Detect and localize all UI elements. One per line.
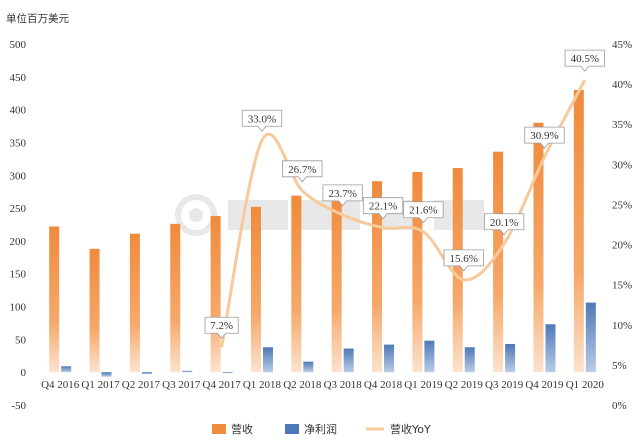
- svg-text:21.6%: 21.6%: [409, 205, 437, 217]
- legend-label-yoy: 营收YoY: [390, 422, 431, 436]
- revenue-bar: [493, 151, 504, 373]
- yoy-data-label: 15.6%: [443, 249, 484, 272]
- net-profit-bar: [464, 347, 475, 373]
- net-profit-bar: [101, 372, 112, 377]
- unit-label: 单位百万美元: [6, 12, 69, 25]
- left-tick-label: 50: [15, 334, 27, 346]
- revenue-bar: [331, 189, 342, 373]
- bar-series: [49, 89, 596, 377]
- legend-label-net-profit: 净利润: [304, 422, 337, 436]
- svg-text:26.7%: 26.7%: [288, 164, 316, 176]
- left-axis: -50 0 50 100 150 200 250 300 350 400 450 500: [10, 39, 27, 412]
- net-profit-bar: [343, 348, 354, 373]
- legend: 营收 净利润 营收YoY: [212, 422, 431, 436]
- right-tick-label: 20%: [612, 240, 632, 252]
- revenue-bar: [573, 89, 584, 373]
- revenue-bar: [452, 168, 463, 373]
- x-tick-label: Q4 2019: [525, 379, 564, 391]
- x-tick-label: Q1 2020: [566, 379, 605, 391]
- yoy-labels: 7.2% 33.0% 26.7% 23.7% 22.1% 21.6% 15.6% 20.1% 3…: [204, 49, 605, 339]
- x-tick-label: Q4 2016: [41, 379, 80, 391]
- left-tick-label: 300: [10, 170, 27, 182]
- x-tick-label: Q3 2017: [162, 379, 201, 391]
- x-tick-label: Q1 2018: [243, 379, 282, 391]
- x-axis: Q4 2016 Q1 2017 Q2 2017 Q3 2017 Q4 2017 Q1 20…: [41, 379, 604, 391]
- revenue-bar: [210, 215, 221, 373]
- yoy-data-label: 30.9%: [524, 126, 565, 149]
- yoy-data-label: 40.5%: [564, 49, 605, 72]
- right-tick-label: 25%: [612, 199, 632, 211]
- legend-swatch-revenue: [212, 424, 226, 434]
- revenue-bar: [170, 223, 181, 373]
- left-tick-label: 450: [10, 72, 27, 84]
- right-axis: 0% 5% 10% 15% 20% 25% 30% 35% 40% 45%: [612, 39, 632, 412]
- legend-label-revenue: 营收: [231, 422, 253, 436]
- x-tick-label: Q2 2018: [283, 379, 322, 391]
- net-profit-bar: [303, 361, 314, 373]
- right-tick-label: 40%: [612, 79, 632, 91]
- x-tick-label: Q1 2017: [81, 379, 120, 391]
- yoy-data-label: 26.7%: [282, 160, 323, 183]
- x-tick-label: Q2 2017: [122, 379, 161, 391]
- net-profit-bar: [222, 372, 233, 374]
- revenue-bar: [49, 226, 60, 373]
- svg-text:33.0%: 33.0%: [248, 113, 276, 125]
- left-tick-label: 250: [10, 203, 27, 215]
- yoy-data-label: 21.6%: [403, 201, 444, 224]
- net-profit-bar: [545, 324, 556, 373]
- svg-text:20.1%: 20.1%: [490, 217, 518, 229]
- left-tick-label: 500: [10, 39, 27, 51]
- svg-text:23.7%: 23.7%: [328, 188, 356, 200]
- left-tick-label: 150: [10, 269, 27, 281]
- yoy-data-label: 33.0%: [241, 109, 283, 132]
- left-tick-label: 400: [10, 105, 27, 117]
- x-tick-label: Q4 2017: [203, 379, 242, 391]
- left-tick-label: 200: [10, 236, 27, 248]
- revenue-bar: [533, 122, 544, 373]
- svg-text:40.5%: 40.5%: [571, 53, 599, 65]
- right-tick-label: 5%: [612, 360, 627, 372]
- svg-text:7.2%: 7.2%: [210, 320, 233, 332]
- legend-swatch-net-profit: [285, 424, 299, 434]
- yoy-data-label: 23.7%: [322, 184, 363, 207]
- revenue-bar: [412, 171, 423, 373]
- left-tick-label: 0: [21, 367, 27, 379]
- net-profit-bar: [61, 366, 72, 373]
- net-profit-bar: [505, 343, 516, 373]
- net-profit-bar: [262, 347, 273, 373]
- net-profit-bar: [424, 340, 435, 373]
- revenue-bar: [250, 206, 261, 373]
- revenue-bar: [89, 248, 100, 373]
- revenue-bar: [129, 233, 140, 373]
- yoy-data-label: 22.1%: [362, 197, 404, 220]
- right-tick-label: 10%: [612, 320, 632, 332]
- right-tick-label: 35%: [612, 119, 632, 131]
- right-tick-label: 30%: [612, 159, 632, 171]
- left-tick-label: 100: [10, 302, 27, 314]
- x-tick-label: Q3 2018: [324, 379, 363, 391]
- revenue-bar: [372, 181, 383, 373]
- net-profit-bar: [182, 370, 193, 373]
- left-tick-label: 350: [10, 137, 27, 149]
- right-tick-label: 45%: [612, 39, 632, 51]
- net-profit-bar: [585, 302, 596, 373]
- left-tick-label: -50: [11, 400, 26, 412]
- net-profit-bar: [141, 372, 152, 375]
- x-tick-label: Q1 2019: [404, 379, 443, 391]
- right-tick-label: 15%: [612, 280, 632, 292]
- x-tick-label: Q2 2019: [445, 379, 484, 391]
- right-tick-label: 0%: [612, 400, 627, 412]
- revenue-bar: [291, 195, 302, 373]
- svg-text:30.9%: 30.9%: [530, 130, 558, 142]
- yoy-data-label: 20.1%: [483, 213, 525, 236]
- x-tick-label: Q3 2019: [485, 379, 524, 391]
- svg-text:15.6%: 15.6%: [450, 253, 478, 265]
- yoy-data-label: 7.2%: [204, 316, 239, 339]
- x-tick-label: Q4 2018: [364, 379, 403, 391]
- yoy-line: [220, 79, 587, 348]
- svg-text:22.1%: 22.1%: [369, 201, 397, 213]
- net-profit-bar: [384, 344, 395, 373]
